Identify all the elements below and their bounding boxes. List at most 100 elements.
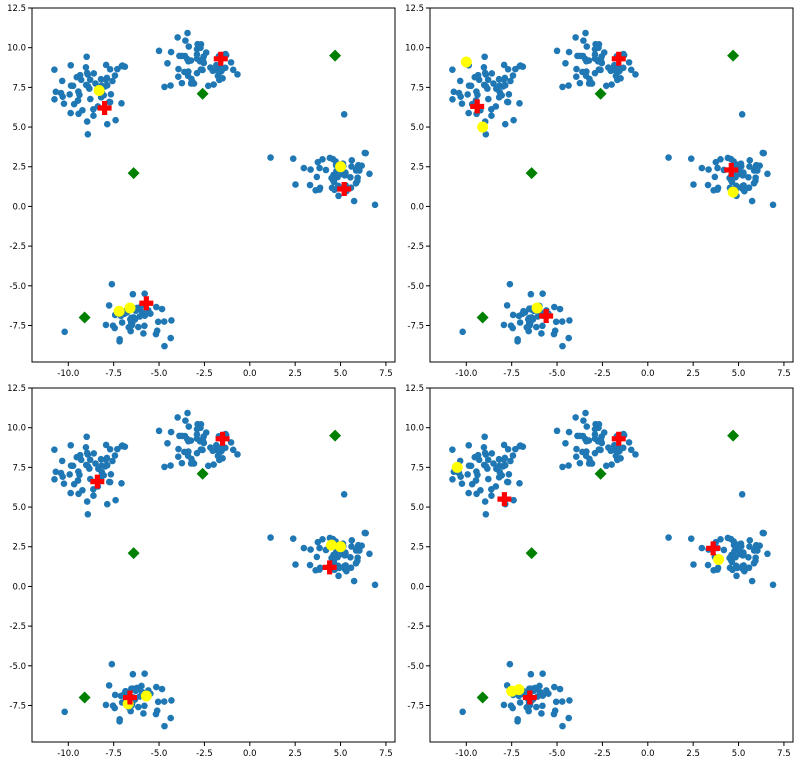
data-point — [565, 48, 573, 56]
data-point — [488, 450, 496, 457]
data-point — [558, 698, 566, 705]
data-point — [116, 718, 123, 725]
data-point — [76, 71, 84, 79]
data-point — [582, 29, 589, 37]
data-point — [82, 461, 90, 469]
sample-point — [460, 56, 472, 68]
data-point — [559, 463, 566, 471]
x-tick-label: -5.0 — [151, 369, 168, 379]
data-point — [97, 75, 105, 83]
data-point — [485, 475, 492, 483]
data-point — [190, 460, 198, 467]
y-tick-label: -5.0 — [9, 282, 26, 292]
data-point — [227, 59, 235, 66]
data-point — [740, 550, 747, 558]
data-point — [354, 554, 361, 562]
data-point — [167, 334, 175, 342]
data-point — [108, 280, 116, 288]
data-point — [516, 480, 523, 487]
data-point — [330, 178, 338, 186]
data-point — [490, 460, 497, 467]
x-tick-label: 2.5 — [288, 749, 302, 759]
data-point — [122, 687, 129, 695]
data-point — [500, 701, 508, 709]
data-point — [501, 454, 509, 462]
data-point — [152, 710, 160, 718]
data-point — [746, 163, 753, 170]
x-tick-label: -2.5 — [196, 369, 213, 379]
data-point — [465, 462, 473, 469]
data-point — [307, 166, 314, 173]
data-point — [60, 100, 68, 107]
data-point — [52, 468, 60, 476]
data-point — [480, 64, 488, 71]
data-point — [481, 498, 489, 505]
chart-panel-top-right: -10.0 -7.5 -5.0 -2.5 0.0 2.5 5.0 7.5 12.5 10.0 7.5… — [405, 4, 794, 379]
data-point — [552, 318, 560, 326]
data-point — [348, 163, 355, 170]
data-point — [141, 702, 148, 710]
data-point — [103, 500, 111, 508]
data-point — [129, 290, 137, 298]
chart-panel-top-left: -10.0 -7.5 -5.0 -2.5 0.0 2.5 5.0 7.5 12.5 10.0 7.5… — [7, 4, 396, 379]
y-tick-label: -2.5 — [407, 622, 424, 632]
data-point — [576, 432, 584, 440]
data-point — [356, 167, 363, 174]
y-tick-label: 10.0 — [405, 44, 424, 54]
data-point — [342, 550, 349, 558]
data-point — [611, 441, 618, 449]
data-point — [313, 553, 321, 561]
data-point — [769, 581, 777, 589]
y-tick-label: 5.0 — [12, 503, 26, 513]
data-point — [118, 100, 125, 107]
data-point — [117, 692, 125, 700]
data-point — [350, 577, 358, 585]
x-tick-label: 0.0 — [243, 369, 257, 379]
data-point — [197, 446, 205, 453]
data-point — [583, 57, 590, 65]
data-point — [213, 61, 220, 69]
data-point — [745, 554, 752, 561]
data-point — [754, 167, 761, 174]
initial-centroid-diamond — [78, 691, 91, 704]
y-tick-label: 2.5 — [12, 543, 26, 553]
data-point — [167, 82, 174, 89]
data-point — [161, 83, 168, 91]
centroid-plus-marker — [470, 99, 485, 114]
initial-centroid-diamond — [594, 87, 607, 100]
sample-point — [93, 85, 105, 97]
plot-marks — [51, 409, 379, 730]
y-tick-label: -5.0 — [407, 282, 424, 292]
data-point — [107, 470, 115, 478]
data-point — [501, 120, 509, 128]
data-point — [501, 74, 509, 82]
data-point — [234, 71, 241, 78]
data-point — [307, 546, 314, 553]
data-point — [526, 322, 534, 329]
centroid-plus-marker — [539, 308, 554, 323]
data-point — [174, 453, 182, 460]
data-point — [710, 186, 717, 194]
data-point — [559, 342, 566, 350]
data-point — [300, 544, 308, 552]
data-point — [178, 459, 186, 467]
data-point — [200, 438, 207, 446]
data-point — [550, 330, 558, 338]
data-point — [572, 73, 580, 80]
data-point — [51, 446, 58, 453]
data-point — [553, 427, 561, 435]
data-point — [152, 330, 160, 338]
data-point — [103, 74, 111, 82]
data-point — [190, 80, 198, 87]
data-point — [474, 71, 482, 79]
data-point — [168, 317, 175, 324]
data-point — [745, 564, 753, 572]
data-point — [202, 49, 210, 56]
data-point — [175, 65, 182, 73]
data-point — [340, 111, 348, 118]
data-point — [746, 157, 754, 164]
data-point — [51, 476, 58, 483]
data-point — [202, 429, 210, 436]
data-point — [82, 444, 90, 451]
y-tick-label: 5.0 — [410, 503, 424, 513]
